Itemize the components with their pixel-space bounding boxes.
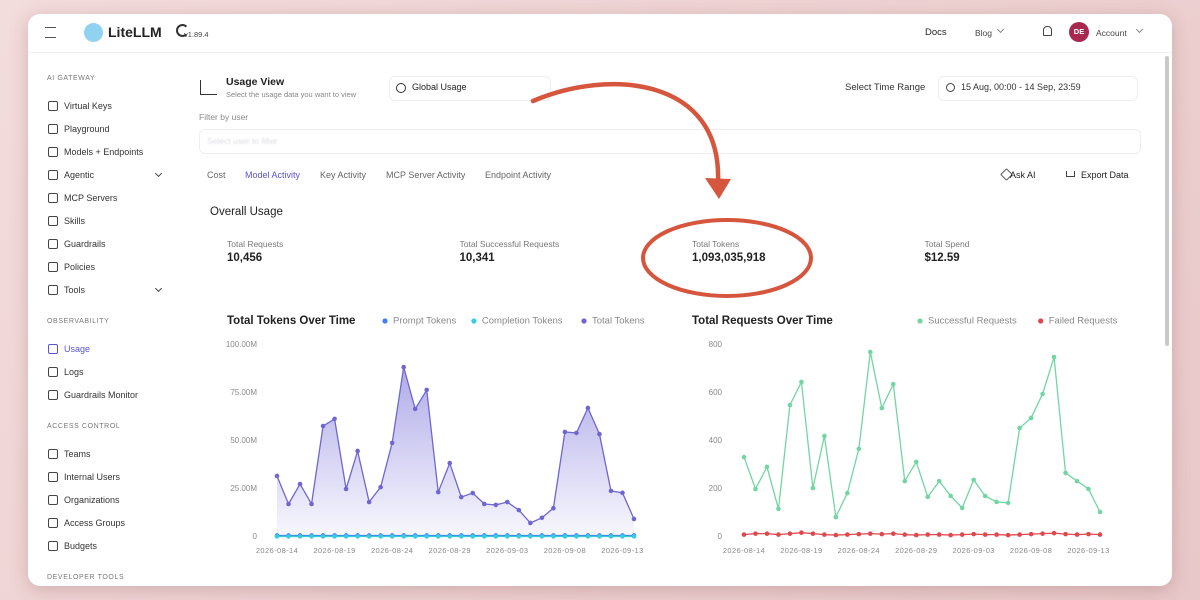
tab[interactable]: Key Activity [320,170,367,180]
nav-item[interactable]: Organizations [64,495,120,505]
notifications[interactable] [1043,26,1052,36]
nav-item[interactable]: MCP Servers [64,193,118,203]
nav-icon [48,518,58,528]
tab[interactable]: MCP Server Activity [386,170,466,180]
stat-value: 1,093,035,918 [692,252,766,264]
nav-icon [48,193,58,203]
usage-icon [200,80,217,95]
docs-link[interactable]: Docs [925,27,947,38]
sidebar-section-title: ACCESS CONTROL [47,423,121,430]
nav-item[interactable]: Logs [64,367,84,377]
time-range-label: Select Time Range [845,82,926,93]
nav-icon [48,285,58,295]
stat-label: Total Requests [227,239,284,249]
scope-select[interactable] [389,76,551,101]
nav-item[interactable]: Skills [64,216,86,226]
stat-value: 10,456 [227,252,263,264]
nav-icon [48,390,58,400]
topbar-divider [28,52,1172,53]
menu-toggle[interactable] [45,27,56,38]
version-icon [176,24,189,37]
overall-title: Overall Usage [210,206,283,218]
nav-icon [48,541,58,551]
stat-label: Total Tokens [692,239,740,249]
tab[interactable]: Cost [207,170,226,180]
sidebar-section-title: OBSERVABILITY [47,318,110,325]
nav-icon [48,101,58,111]
usage-title: Usage View [226,76,285,88]
time-range-picker[interactable] [938,76,1138,101]
tab[interactable]: Model Activity [245,170,301,180]
nav-item[interactable]: Agentic [64,170,95,180]
ask-ai[interactable]: Ask AI [1010,170,1036,180]
nav-icon [48,124,58,134]
nav-icon [48,262,58,272]
nav-icon [48,239,58,249]
nav-icon [48,472,58,482]
nav-item[interactable]: Access Groups [64,518,126,528]
filter-label: Filter by user [199,112,249,122]
nav-item[interactable]: Usage [64,344,91,354]
nav-item[interactable]: Budgets [64,541,98,551]
nav-item[interactable]: Virtual Keys [64,101,112,111]
nav-item[interactable]: Policies [64,262,96,272]
scope-value: Global Usage [412,82,467,92]
filter-placeholder: Select user to filter [207,136,278,146]
nav-icon [48,344,58,354]
blog-link[interactable]: Blog [975,28,993,38]
nav-item[interactable]: Models + Endpoints [64,147,144,157]
stat-label: Total Spend [924,239,970,249]
nav-item[interactable]: Playground [64,124,110,134]
nav-icon [48,216,58,226]
export-icon [1066,171,1075,177]
sidebar-section-title: DEVELOPER TOOLS [47,574,125,581]
stat-value: $12.59 [924,252,960,264]
nav-icon [48,367,58,377]
nav-icon [48,170,58,180]
nav-icon [48,495,58,505]
stat-label: Total Successful Requests [459,239,560,249]
avatar[interactable]: DE [1069,22,1089,42]
nav-item[interactable]: Guardrails Monitor [64,390,139,400]
nav-item[interactable]: Guardrails [64,239,106,249]
nav-item[interactable]: Tools [64,285,86,295]
logo [84,23,103,42]
globe-icon [396,83,406,93]
time-range-value: 15 Aug, 00:00 - 14 Sep, 23:59 [961,82,1081,92]
nav-item[interactable]: Internal Users [64,472,121,482]
sidebar-section-title: AI GATEWAY [47,75,96,82]
usage-subtitle: Select the usage data you want to view [226,90,357,99]
version: v1.89.4 [184,30,209,39]
nav-icon [48,147,58,157]
brand: LiteLLM [108,24,162,40]
user-filter[interactable] [199,129,1141,154]
tab[interactable]: Endpoint Activity [485,170,552,180]
export-data[interactable]: Export Data [1081,170,1129,180]
scrollbar [1165,56,1169,346]
nav-icon [48,449,58,459]
nav-item[interactable]: Teams [64,449,91,459]
stat-value: 10,341 [459,252,495,264]
account-menu[interactable]: Account [1096,28,1127,38]
clock-icon [946,83,955,92]
